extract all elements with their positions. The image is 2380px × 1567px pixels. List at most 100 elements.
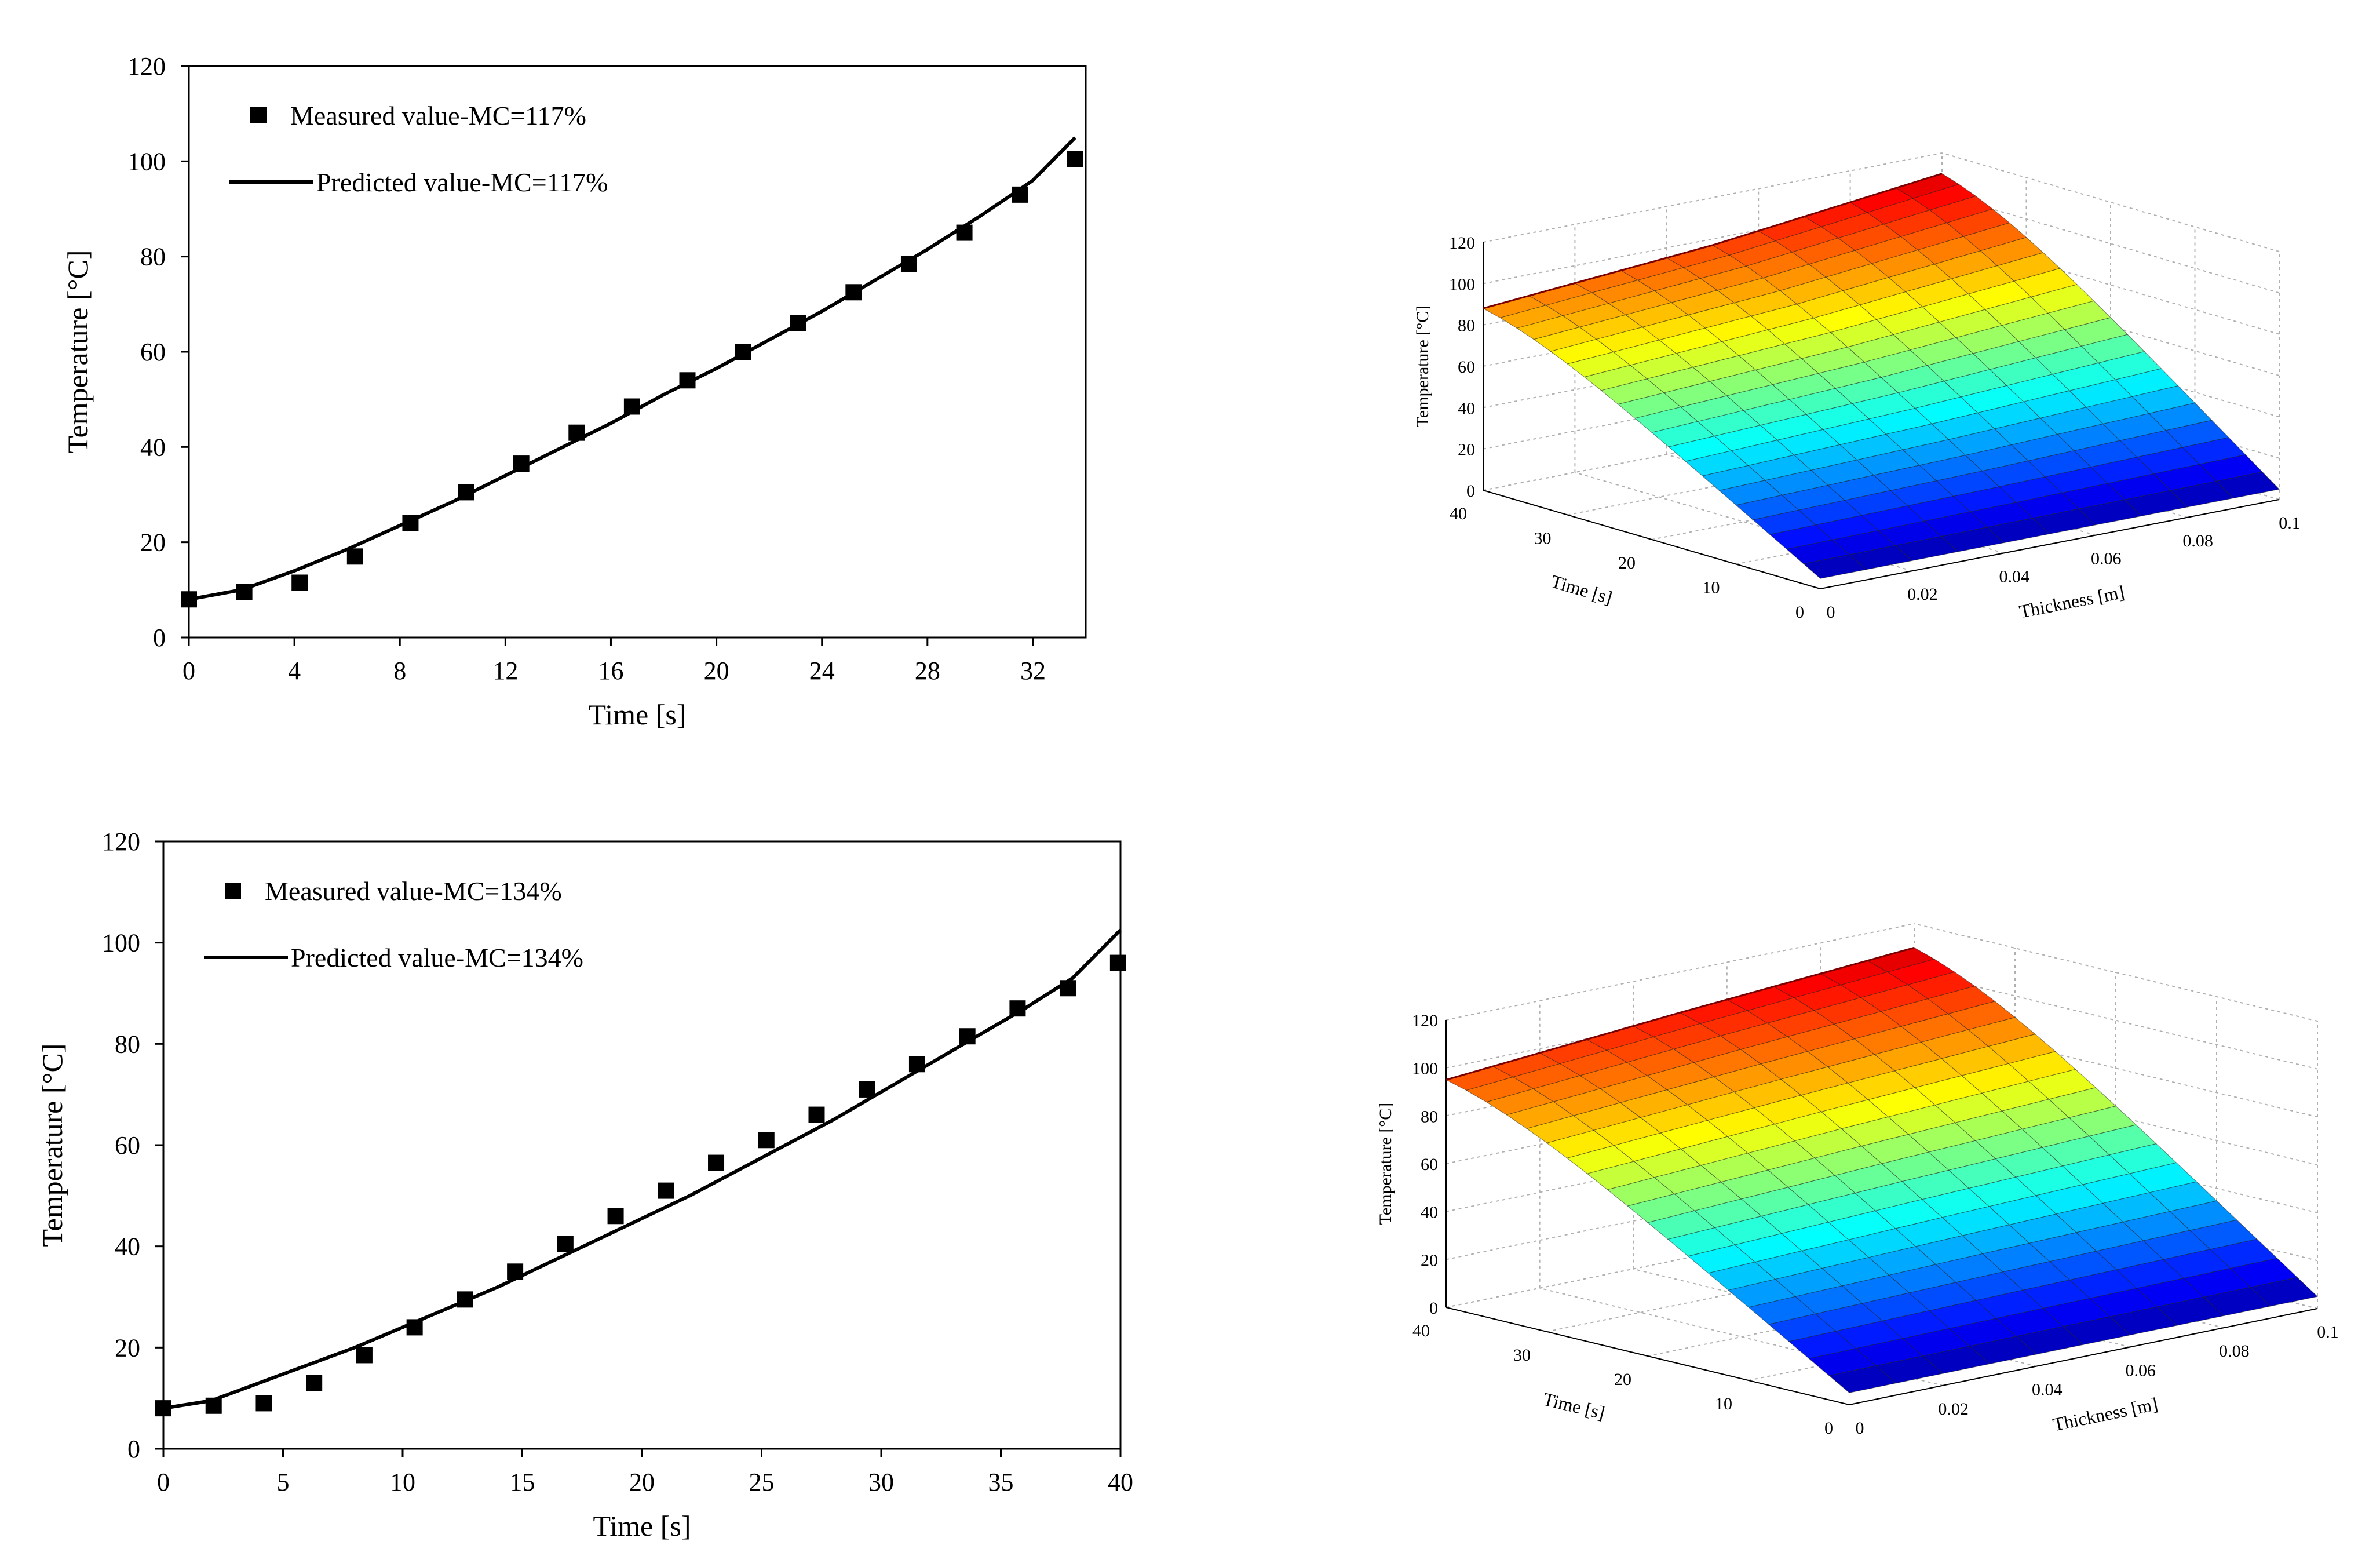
legend-label-predicted: Predicted value-MC=134% (291, 943, 583, 972)
measured-point (513, 455, 530, 472)
thickness-axis-label: Thickness [m] (2017, 581, 2126, 622)
measured-point (346, 548, 363, 565)
z-axis-label: Temperature [°C] (1413, 305, 1432, 428)
measured-point (859, 1081, 875, 1098)
x-tick-label: 40 (1108, 1468, 1133, 1496)
measured-point (306, 1375, 323, 1391)
measured-point (808, 1106, 825, 1123)
measured-point (457, 1291, 473, 1308)
grid-line (1941, 276, 2280, 376)
z-tick-label: 120 (1449, 234, 1475, 253)
x-tick-label: 24 (809, 657, 835, 685)
thickness-tick-label: 0.06 (2126, 1361, 2156, 1380)
plot-frame (188, 65, 1087, 639)
z-axis-label: Temperature [°C] (1376, 1103, 1395, 1225)
measured-point (790, 315, 806, 331)
z-tick-label: 40 (1458, 399, 1475, 418)
surface-bottom-right: 0 20 40 60 80 100 120 0 0.02 0.04 0.06 0.08 0.1 0 10 20… (1376, 923, 2339, 1438)
z-tick-label: 20 (1421, 1251, 1438, 1270)
x-tick-label: 0 (182, 657, 195, 685)
thickness-tick-label: 0.08 (2219, 1342, 2250, 1361)
y-tick-label: 80 (140, 243, 166, 271)
y-tick-label: 60 (115, 1131, 140, 1160)
measured-point (845, 284, 862, 301)
measured-point (255, 1395, 272, 1412)
x-tick-label: 4 (288, 657, 301, 685)
measured-point (1109, 954, 1126, 971)
measured-point (708, 1154, 725, 1171)
measured-point (956, 224, 973, 241)
x-tick-label: 25 (749, 1468, 775, 1496)
time-tick-label: 20 (1618, 553, 1636, 573)
thickness-axis (1849, 1308, 2318, 1405)
measured-point (205, 1397, 222, 1414)
time-tick-label: 0 (1824, 1419, 1833, 1438)
surface-top-right: 0 20 40 60 80 100 120 0 0.02 0.04 0.06 0.08 0.1 0 10 20… (1413, 152, 2301, 622)
measured-point (181, 591, 197, 608)
measured-point (155, 1400, 171, 1417)
y-tick-label: 20 (140, 529, 166, 557)
thickness-tick-label: 0.08 (2182, 531, 2213, 551)
measured-point (623, 398, 640, 415)
measured-point (1012, 186, 1028, 203)
time-axis-label: Time [s] (1549, 570, 1615, 608)
measured-point (291, 574, 308, 591)
legend-label-measured: Measured value-MC=134% (265, 876, 562, 906)
surface-top-edge (1445, 946, 1915, 1081)
y-tick-label: 40 (115, 1233, 140, 1261)
z-tick-label: 0 (1429, 1299, 1438, 1318)
measured-point (735, 344, 751, 360)
z-tick-label: 100 (1412, 1059, 1438, 1078)
x-tick-label: 20 (629, 1468, 655, 1496)
grid-line (1941, 194, 2280, 294)
thickness-tick-label: 0.1 (2279, 513, 2301, 533)
time-tick-label: 30 (1513, 1346, 1531, 1365)
time-tick-label: 40 (1412, 1321, 1430, 1340)
y-tick-label: 80 (115, 1030, 140, 1058)
y-tick-label: 120 (102, 828, 140, 856)
grid-line (1941, 152, 2280, 252)
thickness-tick-label: 0.04 (2032, 1380, 2063, 1400)
thickness-axis-label: Thickness [m] (2051, 1393, 2159, 1435)
legend-label-predicted: Predicted value-MC=117% (316, 167, 608, 197)
measured-point (1009, 1000, 1026, 1017)
thickness-tick-label: 0.06 (2091, 549, 2122, 569)
measured-point (557, 1236, 574, 1252)
y-tick-label: 40 (140, 433, 166, 461)
measured-point (908, 1056, 925, 1073)
x-tick-label: 28 (915, 657, 940, 685)
chart-bottom-left: 0 5 10 15 20 25 30 35 40 0 20 40 60 80 100 120 Time [s] T… (36, 828, 1133, 1542)
time-tick-label: 10 (1715, 1394, 1732, 1413)
thickness-tick-label: 0 (1856, 1419, 1864, 1438)
x-tick-label: 8 (393, 657, 406, 685)
grid-line (1633, 1268, 2037, 1367)
thickness-tick-label: 0.1 (2317, 1322, 2339, 1342)
thickness-tick-label: 0.02 (1907, 585, 1938, 604)
measured-point (1067, 151, 1083, 167)
thickness-axis (1820, 499, 2280, 589)
y-tick-label: 100 (102, 929, 140, 957)
time-axis-label: Time [s] (1541, 1389, 1607, 1423)
grid-line (1539, 1287, 1943, 1386)
legend-marker-measured (250, 107, 267, 123)
x-axis-label: Time [s] (588, 698, 686, 731)
time-axis (1483, 490, 1821, 589)
measured-point (507, 1263, 524, 1280)
x-tick-label: 12 (492, 657, 518, 685)
x-tick-label: 15 (510, 1468, 535, 1496)
measured-point (1060, 980, 1076, 997)
z-tick-label: 120 (1412, 1011, 1438, 1030)
y-tick-label: 0 (127, 1435, 140, 1463)
z-tick-label: 0 (1466, 482, 1475, 501)
y-tick-label: 60 (140, 338, 166, 366)
z-tick-label: 80 (1458, 316, 1475, 336)
x-tick-label: 30 (868, 1468, 894, 1496)
time-tick-label: 20 (1614, 1370, 1631, 1389)
z-tick-label: 100 (1449, 275, 1475, 294)
measured-point (758, 1132, 775, 1149)
measured-point (658, 1182, 674, 1199)
x-tick-label: 10 (390, 1468, 415, 1496)
surface-top-edge (1483, 173, 1943, 309)
y-tick-label: 100 (127, 147, 166, 176)
